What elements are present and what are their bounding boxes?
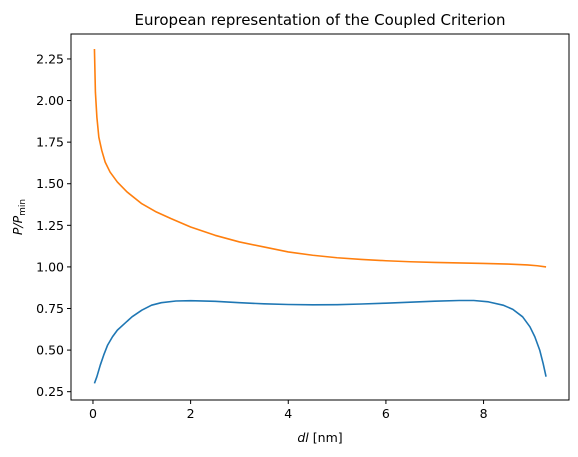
x-tick-label: 8	[480, 406, 488, 421]
y-axis-ticks: 0.25 0.50 0.75 1.00 1.25 1.50 1.75 2.00 2.25	[36, 51, 71, 399]
x-tick-label: 2	[187, 406, 195, 421]
y-axis-label-subscript: min	[18, 199, 28, 216]
x-axis-label-unit: [nm]	[309, 430, 343, 445]
x-axis-ticks: 0 2 4 6 8	[89, 400, 488, 421]
y-tick-label: 0.50	[36, 343, 64, 358]
y-axis-label-main: P/P	[10, 215, 25, 235]
plot-lines	[93, 48, 547, 384]
x-axis-label: dl [nm]	[297, 430, 342, 445]
series-line-2	[93, 48, 547, 268]
y-axis-label: P/Pmin	[10, 199, 28, 235]
x-tick-label: 4	[284, 406, 292, 421]
y-tick-label: 1.00	[36, 259, 64, 274]
y-tick-label: 1.25	[36, 218, 64, 233]
x-tick-label: 6	[382, 406, 390, 421]
series-line-1	[93, 299, 547, 384]
x-tick-label: 0	[89, 406, 97, 421]
plot-frame	[70, 33, 570, 401]
y-tick-label: 0.25	[36, 384, 64, 399]
y-tick-label: 1.50	[36, 176, 64, 191]
x-axis-label-italic: dl	[297, 430, 309, 445]
chart-title: European representation of the Coupled C…	[135, 11, 506, 29]
y-tick-label: 0.75	[36, 301, 64, 316]
y-tick-label: 1.75	[36, 135, 64, 150]
y-tick-label: 2.00	[36, 93, 64, 108]
y-tick-label: 2.25	[36, 51, 64, 66]
